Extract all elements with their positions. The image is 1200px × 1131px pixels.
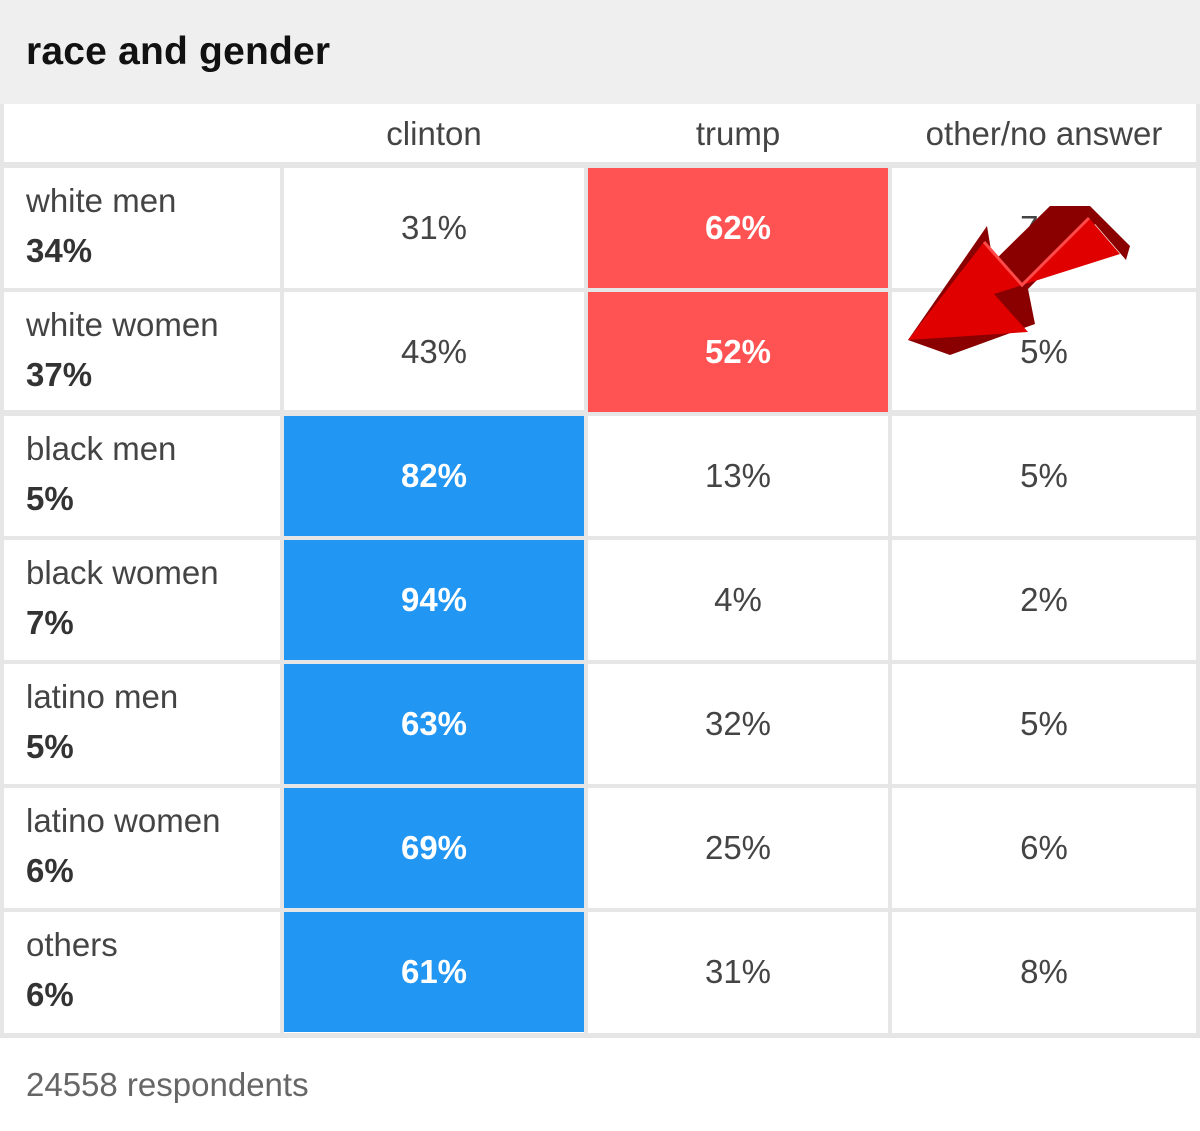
cell-trump: 62% <box>588 168 888 288</box>
column-divider <box>0 104 4 1038</box>
row-divider <box>0 908 1200 912</box>
cell-clinton: 69% <box>284 788 584 908</box>
cell-trump: 4% <box>714 581 762 618</box>
cell-clinton: 43% <box>400 333 468 370</box>
group-name: white women <box>26 306 219 343</box>
column-divider <box>1196 104 1200 1038</box>
row-divider <box>0 162 1200 168</box>
cell-clinton: 63% <box>284 664 584 784</box>
group-name: black men <box>26 430 177 467</box>
column-header-clinton: clinton <box>386 115 482 152</box>
group-share: 34% <box>26 232 93 269</box>
table-title: race and gender <box>26 30 331 73</box>
cell-other: 5% <box>1020 705 1068 742</box>
column-header-trump: trump <box>695 115 781 152</box>
row-divider <box>0 660 1200 664</box>
group-share: 5% <box>26 480 74 517</box>
row-label: latino women 6% <box>26 800 220 892</box>
row-label: white women 37% <box>26 304 219 396</box>
row-label: black men 5% <box>26 428 176 520</box>
group-share: 6% <box>26 852 74 889</box>
group-name: latino women <box>26 802 221 839</box>
column-divider <box>280 162 284 1037</box>
cell-trump: 52% <box>588 292 888 412</box>
column-divider <box>584 162 588 1037</box>
row-divider <box>0 536 1200 540</box>
row-label: white men 34% <box>26 180 176 272</box>
cell-other: 5% <box>1020 457 1068 494</box>
respondents-count: 24558 respondents <box>26 1066 309 1103</box>
table-header: race and gender <box>0 0 1200 104</box>
row-divider <box>0 784 1200 788</box>
cell-clinton: 31% <box>400 209 468 246</box>
cell-other: 8% <box>1020 953 1068 990</box>
cell-trump: 32% <box>704 705 772 742</box>
cell-clinton: 61% <box>284 912 584 1032</box>
row-divider <box>0 288 1200 292</box>
arrow-icon <box>908 206 1130 355</box>
column-header-other: other/no answer <box>925 115 1163 152</box>
cell-other: 6% <box>1020 829 1068 866</box>
group-share: 6% <box>26 976 74 1013</box>
cell-clinton: 82% <box>284 416 584 536</box>
cell-trump: 13% <box>704 457 772 494</box>
row-label: black women 7% <box>26 552 219 644</box>
group-share: 5% <box>26 728 74 765</box>
row-label: latino men 5% <box>26 676 178 768</box>
cell-other: 5% <box>1020 333 1068 370</box>
cell-trump: 31% <box>704 953 772 990</box>
row-divider <box>0 410 1200 416</box>
group-name: others <box>26 926 118 963</box>
column-divider <box>888 162 892 1037</box>
row-divider <box>0 1033 1200 1038</box>
group-share: 7% <box>26 604 74 641</box>
cell-clinton: 94% <box>284 540 584 660</box>
cell-trump: 25% <box>704 829 772 866</box>
cell-other: 2% <box>1020 581 1068 618</box>
group-name: black women <box>26 554 219 591</box>
row-label: others 6% <box>26 924 118 1016</box>
group-share: 37% <box>26 356 93 393</box>
group-name: white men <box>26 182 177 219</box>
group-name: latino men <box>26 678 179 715</box>
